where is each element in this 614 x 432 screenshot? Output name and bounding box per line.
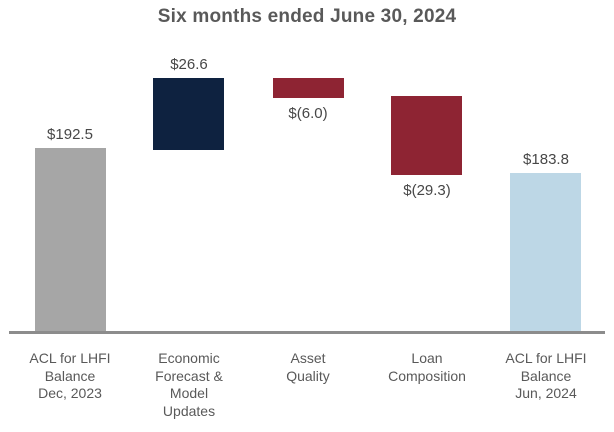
category-label-acl-dec-2023: ACL for LHFI Balance Dec, 2023 (29, 350, 111, 401)
bar-acl-balance-jun-2024 (510, 173, 581, 331)
category-label-asset-quality: Asset Quality (286, 350, 330, 384)
x-axis-baseline (9, 331, 605, 334)
bar-asset-quality (273, 78, 344, 98)
value-label-asset-quality: $(6.0) (288, 105, 328, 122)
category-label-loan-composition: Loan Composition (388, 350, 466, 384)
chart-title: Six months ended June 30, 2024 (157, 6, 457, 27)
bar-economic-forecast-model-updates (153, 78, 224, 150)
value-label-economic-forecast: $26.6 (170, 56, 208, 73)
value-label-acl-jun-2024: $183.8 (523, 151, 569, 168)
bar-acl-balance-dec-2023 (35, 148, 106, 331)
bar-loan-composition (391, 96, 462, 175)
value-label-loan-composition: $(29.3) (403, 182, 451, 199)
category-label-economic-forecast: Economic Forecast & Model Updates (155, 350, 223, 419)
category-label-acl-jun-2024: ACL for LHFI Balance Jun, 2024 (505, 350, 587, 401)
value-label-acl-dec-2023: $192.5 (47, 126, 93, 143)
